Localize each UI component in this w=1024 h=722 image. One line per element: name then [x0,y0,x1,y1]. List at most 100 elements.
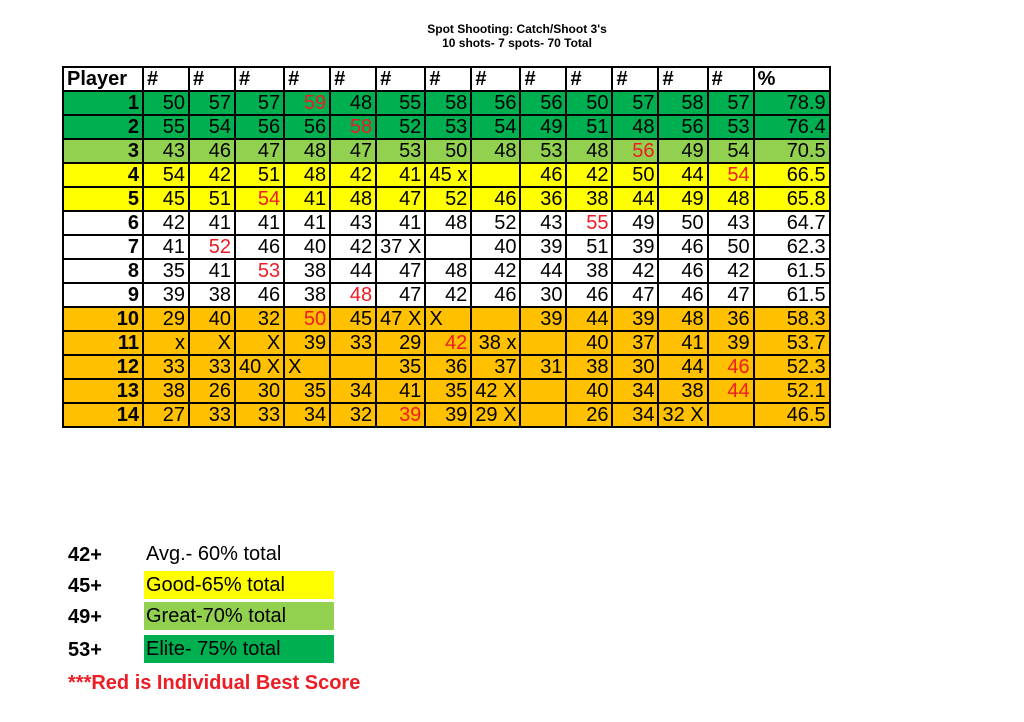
score-cell: X [233,330,286,356]
score-cell: 50 [424,138,473,164]
score-cell: 41 [233,210,286,236]
score-cell: 57 [611,90,660,116]
score-cell: 40 X [233,354,286,380]
player-number: 6 [62,210,144,236]
score-cell: 53 [424,114,473,140]
score-cell: 33 [329,330,378,356]
score-cell: 29 X [470,402,522,428]
score-cell: 48 [657,306,709,332]
score-cell: 48 [283,162,332,188]
score-cell: 54 [706,162,755,188]
score-cell: 56 [470,90,522,116]
percent-cell: 66.5 [752,162,831,188]
score-cell: 48 [565,138,614,164]
percent-cell: 52.1 [752,378,831,404]
score-cell: 59 [283,90,332,116]
score-cell: 38 [657,378,709,404]
score-cell: 29 [142,306,190,332]
score-cell: 48 [470,138,522,164]
score-cell: 42 [329,234,378,260]
score-cell: 44 [329,258,378,284]
score-cell: 47 [329,138,378,164]
score-cell: 35 [142,258,190,284]
score-cell: 51 [233,162,286,188]
score-cell [470,162,522,188]
score-cell: 37 [470,354,522,380]
score-cell [424,234,473,260]
score-cell: 53 [375,138,427,164]
header-spot: # [470,66,522,92]
legend-threshold: 49+ [68,606,102,628]
player-number: 13 [62,378,144,404]
score-cell: 54 [142,162,190,188]
score-cell: 48 [329,282,378,308]
legend-label: Elite- 75% total [144,635,334,663]
score-cell: 32 [329,402,378,428]
score-cell: 48 [329,186,378,212]
score-cell: 41 [375,210,427,236]
score-cell: 41 [283,186,332,212]
score-cell: 43 [706,210,755,236]
player-number: 9 [62,282,144,308]
score-cell: 47 X [375,306,427,332]
sheet-title: Spot Shooting: Catch/Shoot 3's 10 shots-… [412,22,622,50]
score-cell: 46 [657,234,709,260]
legend-threshold: 42+ [68,544,102,566]
score-cell: 34 [611,402,660,428]
score-cell: 46 [233,234,286,260]
score-cell: 42 [424,330,473,356]
score-cell: X [283,354,332,380]
score-cell: 31 [519,354,568,380]
header-spot: # [706,66,755,92]
score-cell: 39 [611,234,660,260]
score-cell: 30 [611,354,660,380]
score-cell: 45 [142,186,190,212]
score-cell: 47 [233,138,286,164]
score-cell [519,402,568,428]
score-cell: 42 X [470,378,522,404]
header-player: Player [62,66,144,92]
score-cell: 50 [283,306,332,332]
header-row: Player # # # # # # # # # # # # #% [62,66,831,92]
score-cell: 50 [657,210,709,236]
score-cell [706,402,755,428]
score-cell: 39 [142,282,190,308]
player-row: 12 33 33 40 X X 35 36 37 31 38 30 44 46 52.3 [62,354,831,380]
header-spot: # [142,66,190,92]
player-row: 1 50 57 57 59 48 55 58 56 56 50 57 58 57 78.9 [62,90,831,116]
player-number: 11 [62,330,144,356]
player-number: 10 [62,306,144,332]
score-cell: 27 [142,402,190,428]
score-cell: 33 [233,402,286,428]
score-cell: X [188,330,236,356]
score-cell: 38 [565,354,614,380]
score-cell: 53 [706,114,755,140]
score-cell: 38 [565,186,614,212]
score-cell: 44 [657,354,709,380]
score-cell: 46 [233,282,286,308]
header-spot: # [329,66,378,92]
percent-cell: 76.4 [752,114,831,140]
score-cell: 44 [565,306,614,332]
score-cell: 32 X [657,402,709,428]
score-cell: 47 [375,186,427,212]
score-cell: 51 [565,234,614,260]
score-cell: 51 [565,114,614,140]
score-cell: 46 [188,138,236,164]
score-cell: 38 [188,282,236,308]
score-cell: 54 [470,114,522,140]
score-cell: 54 [233,186,286,212]
score-cell: 47 [706,282,755,308]
title-line-1: Spot Shooting: Catch/Shoot 3's [427,22,607,36]
percent-cell: 58.3 [752,306,831,332]
score-cell: 42 [611,258,660,284]
score-cell: 42 [424,282,473,308]
score-cell: 46 [657,258,709,284]
score-cell: 50 [706,234,755,260]
player-number: 12 [62,354,144,380]
player-row: 7 41 52 46 40 42 37 X 40 39 51 39 46 50 62.3 [62,234,831,260]
score-cell: 40 [188,306,236,332]
score-cell: 38 [283,258,332,284]
score-cell: 35 [283,378,332,404]
score-cell: 39 [611,306,660,332]
